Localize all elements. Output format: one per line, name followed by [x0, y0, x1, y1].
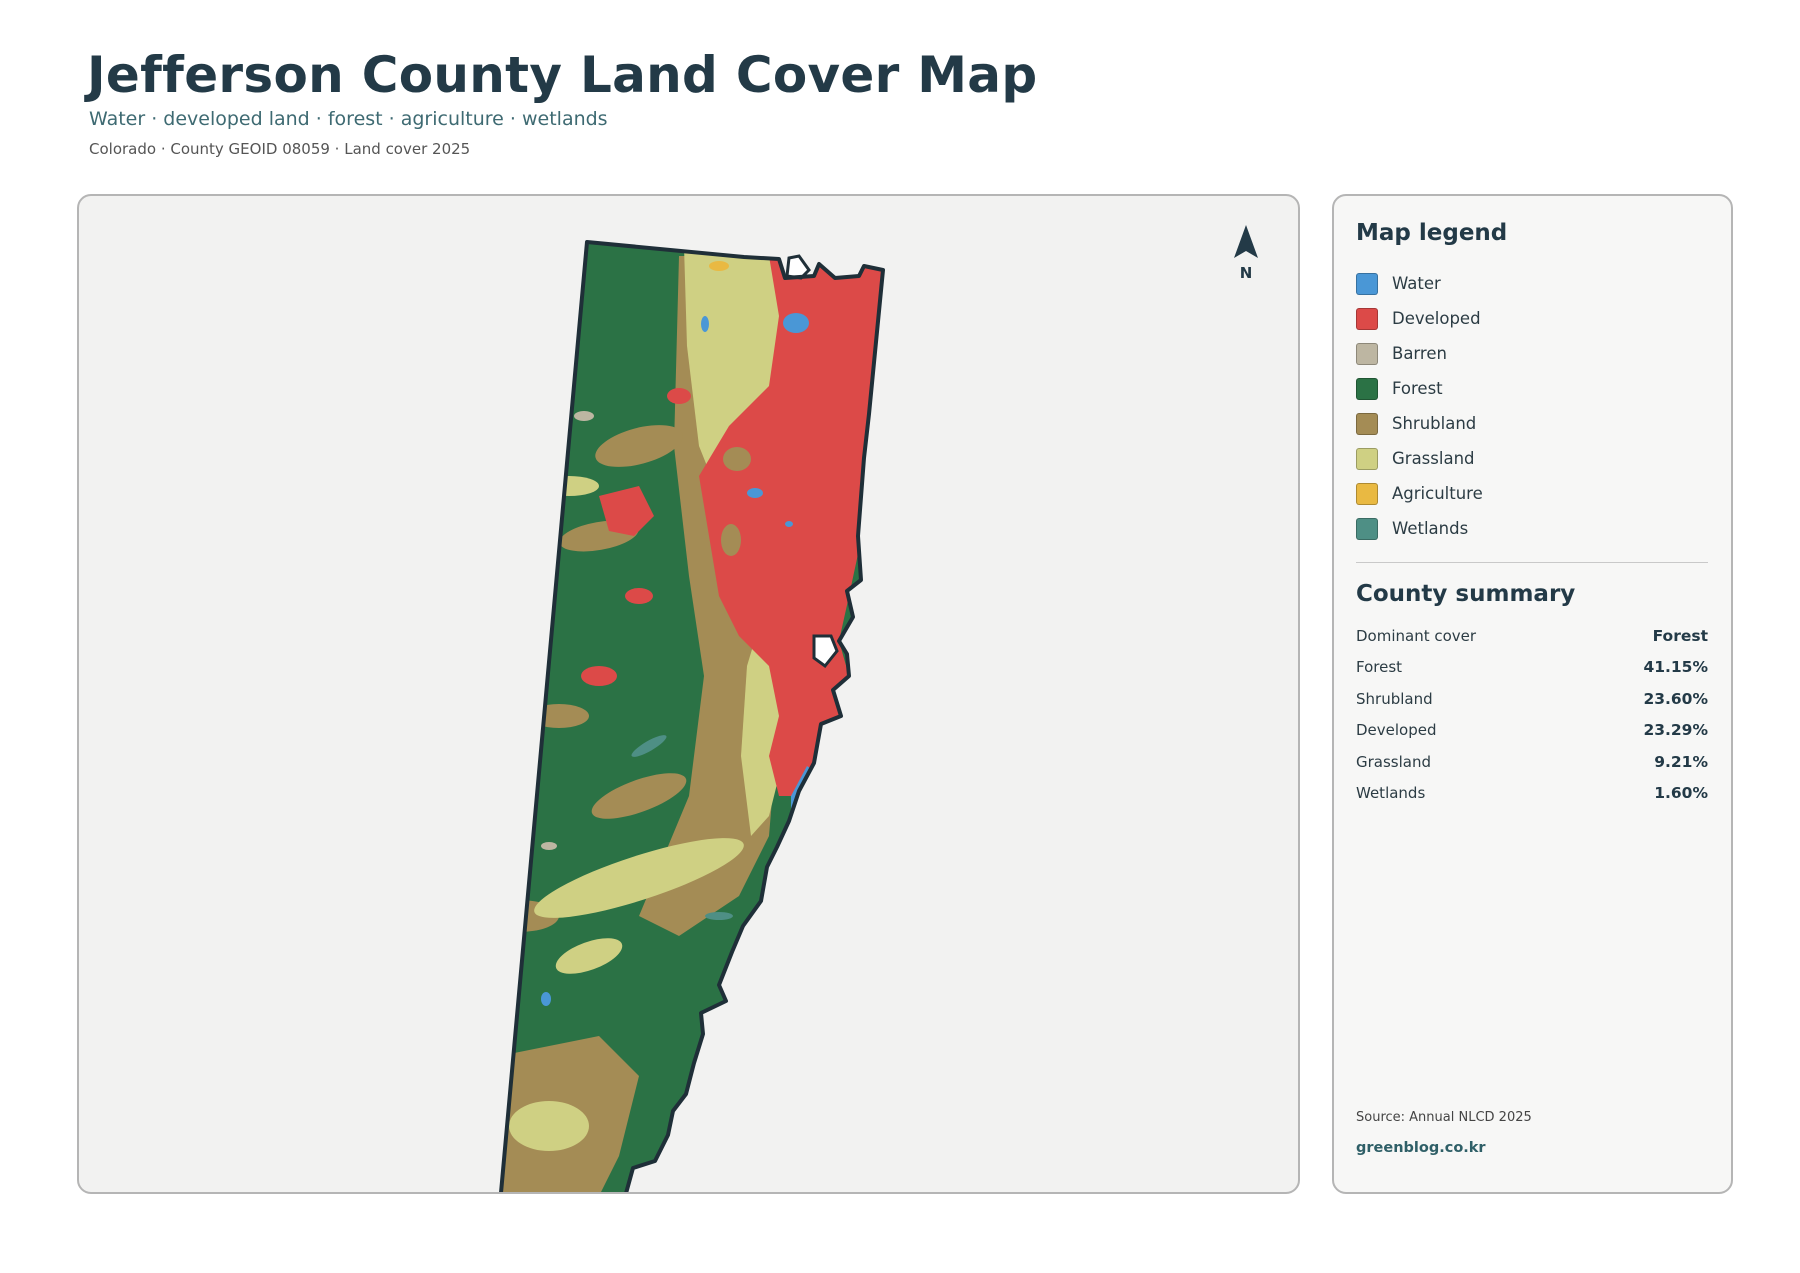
legend-label: Agriculture — [1392, 484, 1483, 503]
grassland-diagonal-band — [534, 838, 744, 918]
summary-row: Shrubland 23.60% — [1356, 683, 1708, 715]
legend-item-water: Water — [1356, 266, 1706, 301]
legend-label: Barren — [1392, 344, 1447, 363]
grassland-patch — [509, 1101, 589, 1151]
legend-swatch — [1356, 307, 1378, 330]
legend-label: Grassland — [1392, 449, 1475, 468]
summary-label: Forest — [1356, 658, 1403, 677]
grassland-patch — [555, 938, 623, 974]
barren-patch — [574, 411, 594, 421]
excluded-enclave — [812, 634, 839, 669]
legend-item-grassland: Grassland — [1356, 441, 1706, 476]
shrubland-patch — [595, 425, 683, 467]
grassland-patch — [539, 476, 599, 496]
developed-patch — [599, 486, 654, 536]
summary-row: Grassland 9.21% — [1356, 746, 1708, 778]
county-map[interactable] — [79, 196, 1300, 1194]
north-arrow: N — [1216, 224, 1276, 282]
water-lake — [785, 521, 793, 527]
developed-patch — [667, 388, 691, 404]
legend-list: Water Developed Barren Forest Shrubland Grass… — [1356, 266, 1706, 546]
legend-item-agriculture: Agriculture — [1356, 476, 1706, 511]
shrubland-patch — [529, 704, 589, 728]
grassland-strip — [684, 246, 787, 496]
legend-swatch — [1356, 412, 1378, 435]
legend-swatch — [1356, 342, 1378, 365]
water-lake — [747, 488, 763, 498]
summary-label: Grassland — [1356, 752, 1431, 771]
summary-value: 41.15% — [1643, 658, 1708, 677]
summary-value: 23.60% — [1643, 689, 1708, 708]
summary-row: Developed 23.29% — [1356, 715, 1708, 747]
summary-table: Dominant cover Forest Forest 41.15% Shrublan… — [1356, 620, 1708, 809]
legend-label: Developed — [1392, 309, 1481, 328]
wetland-patch — [631, 735, 667, 757]
legend-heading: Map legend — [1356, 220, 1508, 246]
legend-item-shrubland: Shrubland — [1356, 406, 1706, 441]
legend-swatch — [1356, 447, 1378, 470]
legend-label: Water — [1392, 274, 1441, 293]
legend-swatch — [1356, 272, 1378, 295]
water-lake — [541, 992, 551, 1006]
north-label: N — [1239, 264, 1253, 282]
north-arrow-icon — [1234, 225, 1258, 258]
water-lake — [701, 316, 709, 332]
summary-value: 23.29% — [1643, 721, 1708, 740]
summary-value: 1.60% — [1654, 784, 1708, 803]
legend-swatch — [1356, 517, 1378, 540]
summary-label: Developed — [1356, 721, 1437, 740]
summary-value: 9.21% — [1654, 752, 1708, 771]
summary-label: Shrubland — [1356, 689, 1433, 708]
summary-heading: County summary — [1356, 581, 1576, 607]
source-note: Source: Annual NLCD 2025 — [1356, 1110, 1532, 1125]
legend-label: Wetlands — [1392, 519, 1469, 538]
site-link[interactable]: greenblog.co.kr — [1356, 1140, 1486, 1156]
legend-item-forest: Forest — [1356, 371, 1706, 406]
excluded-enclave — [785, 254, 811, 280]
summary-row: Forest 41.15% — [1356, 652, 1708, 684]
legend-item-barren: Barren — [1356, 336, 1706, 371]
shrubland-island — [723, 447, 751, 471]
shrubland-island — [721, 524, 741, 556]
page-meta: Colorado · County GEOID 08059 · Land cov… — [89, 140, 471, 158]
legend-label: Shrubland — [1392, 414, 1477, 433]
summary-row: Wetlands 1.60% — [1356, 778, 1708, 810]
agriculture-patch — [709, 261, 729, 271]
legend-swatch — [1356, 482, 1378, 505]
legend-swatch — [1356, 377, 1378, 400]
shrubland-patch — [591, 773, 687, 819]
summary-row: Dominant cover Forest — [1356, 620, 1708, 652]
wetland-patch — [705, 912, 733, 920]
barren-patch — [541, 842, 557, 850]
legend-item-wetlands: Wetlands — [1356, 511, 1706, 546]
page-title: Jefferson County Land Cover Map — [87, 46, 1038, 104]
legend-item-developed: Developed — [1356, 301, 1706, 336]
water-lake — [783, 313, 809, 333]
legend-label: Forest — [1392, 379, 1443, 398]
summary-label: Wetlands — [1356, 784, 1426, 803]
developed-patch — [625, 588, 653, 604]
developed-area — [699, 256, 883, 796]
legend-panel: Map legend Water Developed Barren Forest Shr… — [1332, 194, 1733, 1194]
developed-patch — [581, 666, 617, 686]
legend-divider — [1356, 562, 1708, 563]
county-boundary — [499, 240, 885, 1192]
map-panel[interactable] — [77, 194, 1300, 1194]
summary-value: Forest — [1652, 626, 1708, 645]
page-subtitle: Water · developed land · forest · agricu… — [89, 108, 608, 130]
summary-label: Dominant cover — [1356, 626, 1477, 645]
